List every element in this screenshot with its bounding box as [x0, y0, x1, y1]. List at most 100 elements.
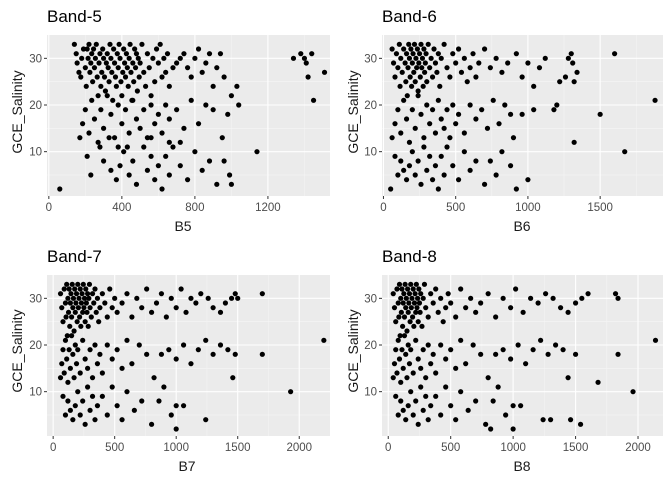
data-point [77, 286, 83, 292]
data-point [447, 135, 453, 141]
panel-title: Band-5 [47, 7, 102, 26]
data-point [192, 149, 198, 155]
data-point [81, 305, 87, 311]
data-point [413, 281, 419, 287]
data-point [158, 291, 165, 297]
data-point [441, 41, 447, 47]
data-point [135, 55, 141, 61]
data-point [88, 60, 94, 66]
data-point [406, 300, 412, 306]
data-point [461, 149, 467, 155]
data-point [403, 417, 409, 423]
data-point [543, 291, 549, 297]
data-point [57, 291, 64, 297]
y-axis-title: GCE_Salinity [345, 309, 361, 392]
data-point [612, 51, 618, 57]
data-point [438, 55, 444, 61]
x-tick-label: 1000 [515, 202, 541, 214]
data-point [461, 55, 467, 61]
data-point [61, 286, 67, 292]
data-point [597, 111, 603, 117]
data-point [450, 51, 456, 57]
data-point [195, 121, 202, 127]
data-point [78, 74, 84, 80]
data-point [101, 74, 108, 80]
data-point [141, 69, 147, 75]
data-point [62, 412, 69, 418]
data-point [420, 295, 426, 301]
data-point [408, 46, 414, 52]
data-point [503, 412, 509, 418]
data-point [71, 375, 77, 381]
data-point [565, 55, 571, 61]
data-point [126, 172, 132, 178]
data-point [483, 421, 489, 427]
data-point [392, 74, 398, 80]
data-point [432, 163, 439, 169]
data-point [80, 46, 87, 52]
data-point [560, 347, 566, 353]
data-point [228, 295, 235, 301]
data-point [530, 347, 536, 353]
data-point [409, 83, 415, 89]
data-point [408, 305, 414, 311]
data-point [125, 83, 131, 89]
data-point [83, 286, 89, 292]
x-axis-title: B8 [513, 458, 530, 474]
data-point [99, 69, 105, 75]
data-point [406, 163, 413, 169]
data-point [65, 379, 71, 385]
data-point [63, 314, 69, 320]
data-point [401, 291, 407, 297]
data-point [432, 130, 439, 136]
data-point [428, 361, 434, 367]
data-point [419, 65, 425, 71]
data-point [67, 300, 73, 306]
data-point [393, 51, 400, 57]
data-point [195, 347, 201, 353]
data-point [146, 65, 152, 71]
data-point [141, 144, 147, 150]
data-point [64, 281, 70, 287]
data-point [210, 305, 216, 311]
data-point [444, 144, 450, 150]
data-point [395, 337, 401, 343]
data-point [170, 144, 176, 150]
data-point [129, 314, 135, 320]
data-point [473, 158, 479, 164]
data-point [70, 351, 76, 357]
data-point [520, 309, 526, 315]
panel-title: Band-7 [47, 247, 102, 266]
data-point [79, 55, 85, 61]
data-point [62, 300, 69, 306]
data-point [232, 291, 238, 297]
data-point [428, 291, 434, 297]
data-point [72, 286, 78, 292]
data-point [144, 286, 150, 292]
data-point [427, 153, 433, 159]
data-point [412, 79, 418, 85]
data-point [577, 421, 584, 427]
data-point [163, 314, 169, 320]
plot-area: 0 500 1000 1500 10 20 30 [364, 35, 663, 214]
data-point [458, 286, 464, 292]
data-point [72, 309, 78, 315]
y-tick-label: 10 [364, 387, 377, 399]
data-point [523, 361, 529, 367]
data-point [414, 305, 420, 311]
data-point [415, 319, 421, 325]
data-point [431, 46, 437, 52]
panel-band-7: 0 500 1000 1500 2000 10 20 30 Band-7 B7 GCE_Sal… [9, 247, 330, 474]
data-point [417, 74, 423, 80]
data-point [67, 407, 73, 413]
data-point [166, 116, 172, 122]
panel-title: Band-6 [382, 7, 437, 26]
data-point [259, 291, 265, 297]
data-point [423, 305, 429, 311]
data-point [102, 300, 108, 306]
data-point [401, 46, 407, 52]
data-point [428, 55, 434, 61]
data-point [402, 281, 408, 287]
data-point [225, 111, 231, 117]
data-point [416, 300, 423, 306]
